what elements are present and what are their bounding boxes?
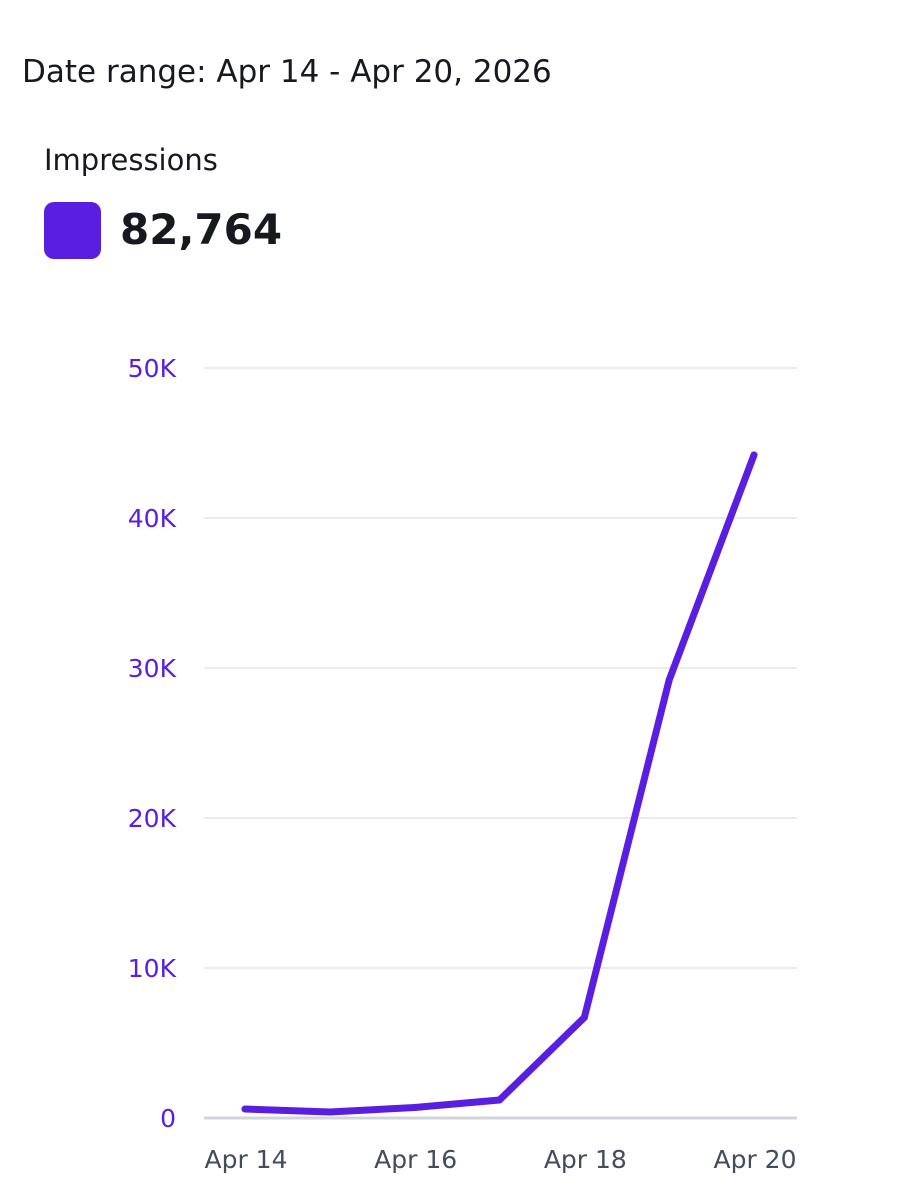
grid-layer bbox=[204, 367, 797, 1120]
metric-label: Impressions bbox=[44, 143, 218, 177]
data-point bbox=[665, 676, 673, 684]
x-tick-label: Apr 18 bbox=[544, 1145, 627, 1174]
x-tick-label: Apr 20 bbox=[713, 1145, 796, 1174]
date-range-label: Date range: Apr 14 - Apr 20, 2026 bbox=[22, 54, 552, 90]
x-axis-tick-labels: Apr 14 Apr 16 Apr 18 Apr 20 bbox=[204, 1145, 796, 1174]
y-tick-label: 0 bbox=[160, 1104, 176, 1133]
y-tick-label: 40K bbox=[128, 504, 177, 533]
data-point bbox=[241, 1105, 249, 1113]
data-point bbox=[326, 1108, 334, 1116]
data-point bbox=[496, 1096, 503, 1104]
series-line-impressions bbox=[241, 451, 758, 1116]
y-tick-label: 50K bbox=[128, 354, 177, 383]
y-tick-label: 30K bbox=[128, 654, 177, 683]
x-tick-label: Apr 16 bbox=[374, 1145, 457, 1174]
metric-total-value: 82,764 bbox=[120, 205, 283, 254]
metric-color-swatch bbox=[44, 202, 101, 259]
data-point bbox=[580, 1014, 588, 1021]
y-axis-tick-labels: 0 10K 20K 30K 40K 50K bbox=[128, 354, 177, 1133]
y-tick-label: 20K bbox=[128, 804, 177, 833]
x-tick-label: Apr 14 bbox=[204, 1145, 287, 1174]
y-tick-label: 10K bbox=[128, 954, 177, 983]
series-layer bbox=[241, 451, 758, 1116]
data-point bbox=[750, 451, 758, 459]
data-point bbox=[411, 1104, 419, 1111]
